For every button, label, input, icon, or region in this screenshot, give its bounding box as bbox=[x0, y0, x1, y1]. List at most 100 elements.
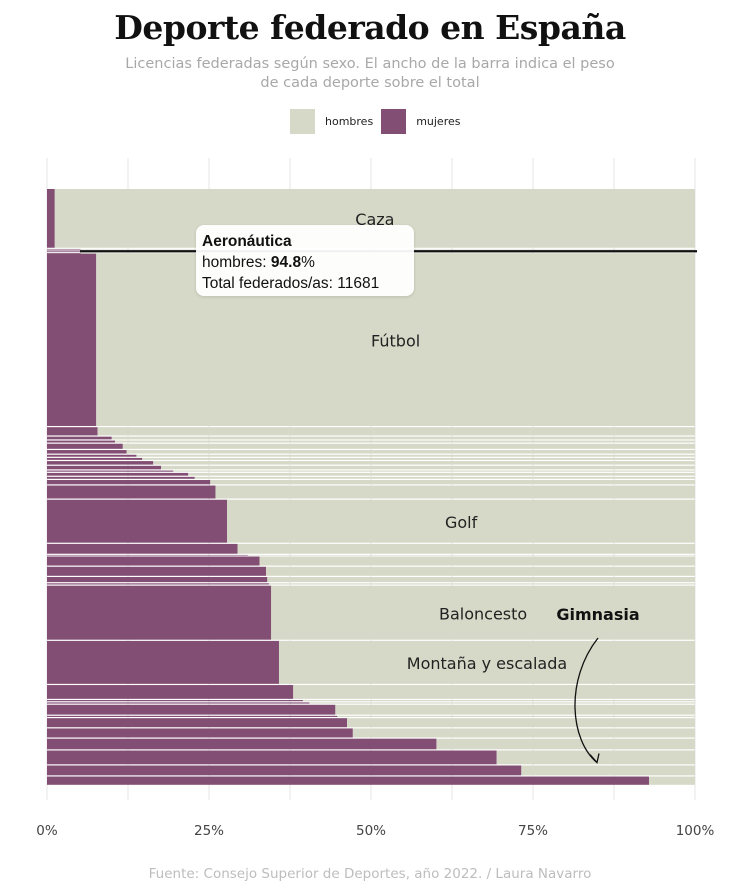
bar-hombres bbox=[215, 485, 696, 499]
bar-mujeres bbox=[47, 750, 497, 765]
bar-mujeres bbox=[47, 728, 353, 738]
bar-mujeres bbox=[47, 465, 162, 470]
bar-mujeres bbox=[47, 461, 154, 465]
bar-mujeres bbox=[47, 556, 260, 566]
source-caption: Fuente: Consejo Superior de Deportes, añ… bbox=[148, 866, 592, 882]
bar-mujeres bbox=[47, 577, 268, 583]
bar-hombres bbox=[126, 450, 696, 454]
x-tick-label: 50% bbox=[356, 823, 386, 839]
bar-mujeres bbox=[47, 485, 216, 499]
bar-hombres bbox=[247, 554, 695, 556]
bar-label: Fútbol bbox=[371, 331, 420, 350]
legend: hombres mujeres bbox=[290, 109, 468, 134]
bar-hombres bbox=[237, 543, 695, 554]
tooltip-hombres-unit: % bbox=[301, 254, 315, 271]
annotation-arrowhead bbox=[589, 753, 600, 764]
bar-mujeres bbox=[47, 253, 97, 426]
tooltip-title: Aeronáutica bbox=[202, 233, 292, 250]
x-tick-label: 25% bbox=[194, 823, 224, 839]
bar-mujeres bbox=[47, 427, 98, 436]
bar-mujeres bbox=[47, 454, 137, 457]
bar-hombres bbox=[436, 738, 695, 750]
bar-mujeres bbox=[47, 765, 522, 776]
bar-hombres bbox=[278, 640, 695, 684]
bar-mujeres bbox=[47, 583, 270, 585]
bar-mujeres bbox=[47, 248, 81, 250]
bar-hombres bbox=[267, 577, 695, 583]
bar-mujeres bbox=[47, 443, 123, 449]
bar-mujeres bbox=[47, 738, 437, 750]
bar-hombres bbox=[352, 728, 695, 738]
bar-hombres bbox=[115, 440, 696, 443]
bar-mujeres bbox=[47, 476, 195, 479]
bar-mujeres bbox=[47, 702, 310, 704]
bar-mujeres bbox=[47, 585, 272, 640]
bar-hombres bbox=[142, 457, 696, 460]
bar-label: Baloncesto bbox=[439, 604, 527, 623]
bar-hombres bbox=[136, 454, 695, 457]
x-tick-label: 75% bbox=[518, 823, 548, 839]
bar-hombres bbox=[188, 472, 695, 476]
legend-label-hombres: hombres bbox=[325, 115, 374, 128]
tooltip-total-value: 11681 bbox=[337, 275, 380, 292]
tooltip-hombres-value: 94.8 bbox=[270, 254, 302, 271]
legend-label-mujeres: mujeres bbox=[416, 115, 461, 128]
bar-hombres bbox=[259, 556, 695, 566]
bar-hombres bbox=[521, 765, 695, 776]
bar-hombres bbox=[97, 427, 695, 436]
bar-mujeres bbox=[47, 436, 112, 440]
bar-label: Caza bbox=[355, 210, 394, 229]
bar-hombres bbox=[337, 715, 695, 717]
tooltip: Aeronáutica hombres: 94.8% Total federad… bbox=[196, 225, 414, 296]
bar-hombres bbox=[173, 470, 696, 472]
bar-mujeres bbox=[47, 566, 267, 576]
bar-hombres bbox=[347, 718, 695, 728]
x-tick-label: 100% bbox=[676, 823, 715, 839]
bar-mujeres bbox=[47, 700, 303, 702]
bar-mujeres bbox=[47, 776, 649, 785]
bar-mujeres bbox=[47, 189, 55, 248]
bar-mujeres bbox=[47, 250, 88, 252]
bar-mujeres bbox=[47, 470, 174, 472]
bar-mujeres bbox=[47, 440, 116, 443]
bar-hombres bbox=[194, 476, 695, 479]
bar-hombres bbox=[269, 583, 695, 585]
bar-hombres bbox=[496, 750, 695, 765]
annotation-label: Gimnasia bbox=[556, 605, 639, 624]
bar-hombres bbox=[309, 702, 695, 704]
legend-swatch-hombres bbox=[290, 109, 315, 134]
bar-hombres bbox=[266, 566, 695, 576]
bar-mujeres bbox=[47, 640, 279, 684]
bar-mujeres bbox=[47, 450, 127, 454]
bar-hombres bbox=[293, 685, 695, 699]
bar-hombres bbox=[648, 776, 695, 785]
chart-subtitle: Licencias federadas según sexo. El ancho… bbox=[125, 56, 615, 91]
legend-swatch-mujeres bbox=[381, 109, 407, 134]
bar-label: Golf bbox=[445, 513, 478, 532]
bar-hombres bbox=[335, 704, 695, 715]
bar-hombres bbox=[153, 461, 696, 465]
bar-mujeres bbox=[47, 704, 336, 715]
tooltip-line-hombres: hombres: 94.8% bbox=[202, 252, 414, 273]
bar-mujeres bbox=[47, 252, 81, 254]
bar-hombres bbox=[271, 585, 695, 640]
chart-title: Deporte federado en España bbox=[114, 8, 626, 47]
bar-mujeres bbox=[47, 715, 338, 717]
tooltip-line-total: Total federados/as: 11681 bbox=[202, 273, 414, 294]
bar-hombres bbox=[161, 465, 696, 470]
bar-mujeres bbox=[47, 543, 238, 554]
annotation-arrow bbox=[574, 637, 599, 764]
bar-label: Montaña y escalada bbox=[407, 654, 567, 673]
bar-mujeres bbox=[47, 718, 348, 728]
bar-mujeres bbox=[47, 472, 189, 476]
bar-hombres bbox=[302, 700, 695, 702]
bar-hombres bbox=[210, 480, 695, 485]
tooltip-total-label: Total federados/as: bbox=[202, 275, 338, 292]
tooltip-hombres-label: hombres: bbox=[202, 254, 271, 271]
bar-mujeres bbox=[47, 457, 143, 460]
x-tick-label: 0% bbox=[36, 823, 58, 839]
bar-mujeres bbox=[47, 685, 294, 699]
bar-hombres bbox=[111, 436, 696, 440]
bar-hombres bbox=[122, 443, 696, 449]
bar-mujeres bbox=[47, 480, 211, 485]
